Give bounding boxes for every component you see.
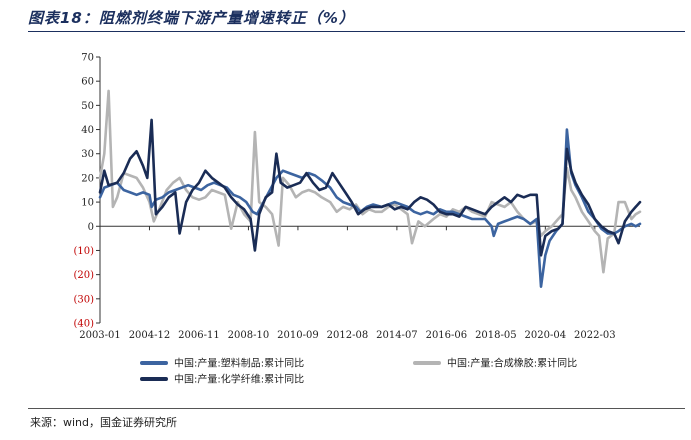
y-tick-label: 50	[81, 101, 94, 112]
y-tick-label: 60	[81, 77, 94, 88]
y-tick-label: (20)	[73, 270, 94, 281]
y-tick-label: 70	[81, 53, 94, 64]
title-bar: 图表18：阻燃剂终端下游产量增速转正（%）	[0, 0, 691, 34]
y-tick-label: 0	[88, 222, 94, 233]
y-tick-label: 40	[81, 125, 94, 136]
x-tick-label: 2006-11	[178, 330, 220, 341]
y-tick-label: 30	[81, 149, 94, 160]
x-tick-label: 2003-01	[79, 330, 121, 341]
y-tick-label: (30)	[73, 294, 94, 305]
series-line-3	[98, 118, 642, 257]
x-tick-label: 2008-10	[228, 330, 270, 341]
y-tick-label: (10)	[73, 246, 94, 257]
legend-label-1: 中国:产量:塑料制品:累计同比	[174, 357, 304, 370]
x-tick-label: 2016-06	[426, 330, 468, 341]
x-tick-label: 2004-12	[129, 330, 171, 341]
x-tick-label: 2014-07	[376, 330, 418, 341]
footer-divider	[28, 408, 685, 409]
y-tick-label: (40)	[73, 319, 94, 330]
x-tick-label: 2022-03	[574, 330, 616, 341]
chart-title: 图表18：阻燃剂终端下游产量增速转正（%）	[28, 9, 355, 27]
x-tick-label: 2018-05	[475, 330, 517, 341]
x-tick-label: 2012-08	[327, 330, 369, 341]
title-divider	[28, 31, 685, 32]
legend-label-3: 中国:产量:化学纤维:累计同比	[174, 373, 304, 386]
y-tick-label: 20	[81, 173, 94, 184]
y-tick-label: 10	[81, 198, 94, 209]
x-tick-label: 2010-09	[277, 330, 319, 341]
legend-label-2: 中国:产量:合成橡胶:累计同比	[447, 357, 577, 370]
x-tick-label: 2020-04	[525, 330, 567, 341]
series-line-2	[98, 89, 642, 274]
source-note: 来源：wind，国金证券研究所	[30, 416, 178, 429]
